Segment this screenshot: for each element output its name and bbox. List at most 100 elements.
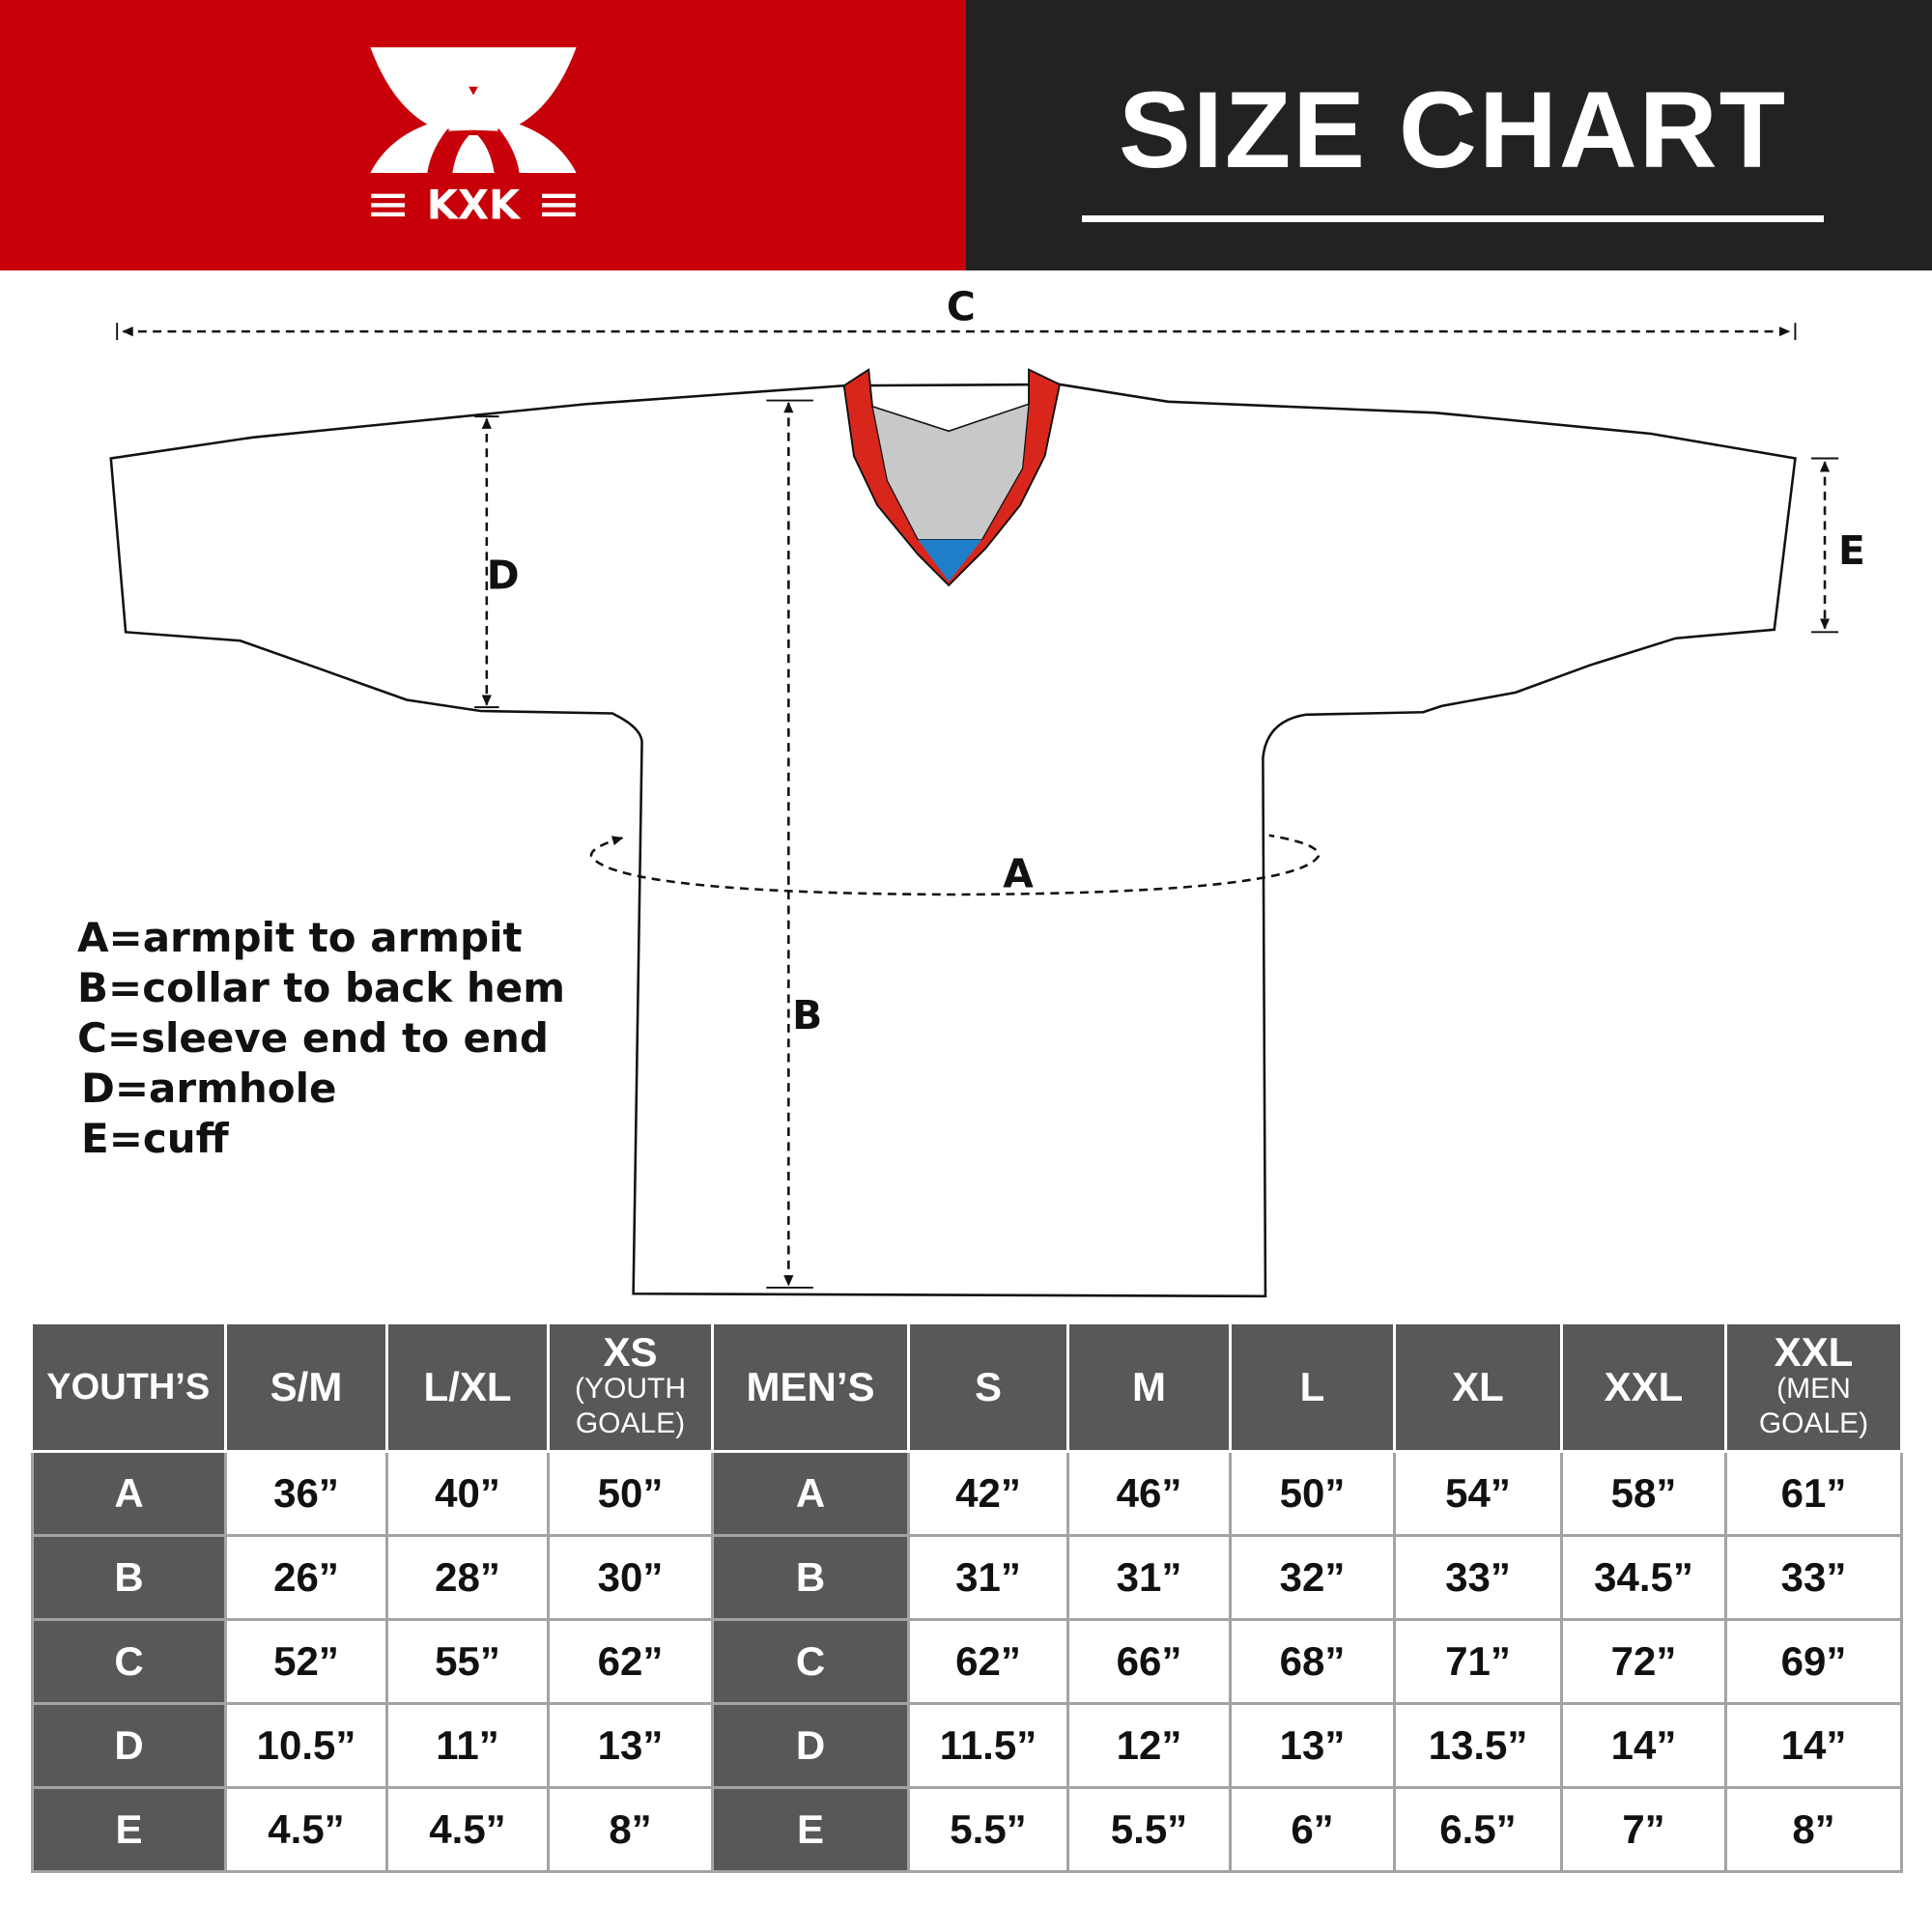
column-header: S xyxy=(908,1324,1069,1453)
size-value-cell: 31” xyxy=(907,1534,1069,1621)
size-value-cell: 4.5” xyxy=(385,1786,550,1873)
column-header: L/XL xyxy=(386,1324,550,1453)
size-value-cell: 11” xyxy=(385,1702,550,1789)
size-value-cell: 26” xyxy=(224,1534,388,1621)
column-header-sublabel: (YOUTH GOALE) xyxy=(575,1373,686,1439)
row-label-cell: E xyxy=(31,1786,227,1873)
row-label-cell: D xyxy=(31,1702,227,1789)
row-label-cell: D xyxy=(711,1702,910,1789)
size-value-cell: 28” xyxy=(385,1534,550,1621)
size-value-cell: 46” xyxy=(1066,1450,1232,1537)
label-c: C xyxy=(947,284,976,330)
size-value-cell: 58” xyxy=(1560,1450,1727,1537)
legend-item: E=cuff xyxy=(81,1115,229,1162)
column-header-label: MEN’S xyxy=(746,1364,875,1409)
row-label-cell: A xyxy=(711,1450,910,1537)
legend-item: C=sleeve end to end xyxy=(77,1014,549,1062)
collar-inner xyxy=(871,403,1030,541)
column-header-label: XL xyxy=(1452,1364,1504,1409)
column-header-label: XXL xyxy=(1774,1329,1854,1375)
column-header: XXL xyxy=(1561,1324,1727,1453)
size-value-cell: 69” xyxy=(1724,1618,1903,1705)
jersey-outline xyxy=(109,383,1797,1298)
size-value-cell: 32” xyxy=(1229,1534,1396,1621)
size-value-cell: 7” xyxy=(1560,1786,1727,1873)
size-value-cell: 14” xyxy=(1724,1702,1903,1789)
size-value-cell: 61” xyxy=(1724,1450,1903,1537)
label-d: D xyxy=(487,553,520,599)
size-value-cell: 11.5” xyxy=(907,1702,1069,1789)
size-value-cell: 68” xyxy=(1229,1618,1396,1705)
size-value-cell: 54” xyxy=(1393,1450,1563,1537)
size-value-cell: 52” xyxy=(224,1618,388,1705)
size-value-cell: 34.5” xyxy=(1560,1534,1727,1621)
row-label-cell: C xyxy=(31,1618,227,1705)
size-value-cell: 13.5” xyxy=(1393,1702,1563,1789)
row-label-cell: A xyxy=(31,1450,227,1537)
header-brand-panel xyxy=(0,0,966,270)
size-value-cell: 66” xyxy=(1066,1618,1232,1705)
size-value-cell: 36” xyxy=(224,1450,388,1537)
measurement-legend: A=armpit to armpit B=collar to back hem … xyxy=(77,913,565,1164)
logo-wordmark: KXK xyxy=(427,182,522,229)
collar-insert xyxy=(918,539,982,582)
size-value-cell: 8” xyxy=(1724,1786,1903,1873)
table-row: C 52” 55” 62” C 62” 66” 68” 71” 72” 69” xyxy=(31,1618,1903,1705)
size-value-cell: 6.5” xyxy=(1393,1786,1563,1873)
size-value-cell: 4.5” xyxy=(224,1786,388,1873)
label-a: A xyxy=(1003,850,1034,896)
size-value-cell: 33” xyxy=(1724,1534,1903,1621)
size-value-cell: 5.5” xyxy=(907,1786,1069,1873)
size-value-cell: 33” xyxy=(1393,1534,1563,1621)
label-e: E xyxy=(1838,527,1865,574)
column-header-label: S/M xyxy=(270,1364,343,1409)
column-header-label: YOUTH’S xyxy=(46,1367,211,1407)
size-value-cell: 13” xyxy=(547,1702,714,1789)
column-header: XXL (MEN GOALE) xyxy=(1725,1324,1903,1453)
size-value-cell: 13” xyxy=(1229,1702,1396,1789)
column-header-label: XXL xyxy=(1604,1364,1684,1409)
size-table: YOUTH’S S/M L/XL XS (YOUTH GOALE) MEN’S S M L XL X… xyxy=(31,1324,1903,1873)
legend-item: D=armhole xyxy=(81,1065,337,1112)
column-header: M xyxy=(1067,1324,1232,1453)
kxk-logo: KXK xyxy=(370,47,577,229)
size-value-cell: 12” xyxy=(1066,1702,1232,1789)
size-value-cell: 30” xyxy=(547,1534,714,1621)
size-value-cell: 62” xyxy=(547,1618,714,1705)
table-row: A 36” 40” 50” A 42” 46” 50” 54” 58” 61” xyxy=(31,1450,1903,1537)
column-header-label: S xyxy=(974,1364,1002,1409)
size-value-cell: 42” xyxy=(907,1450,1069,1537)
size-value-cell: 55” xyxy=(385,1618,550,1705)
legend-item: B=collar to back hem xyxy=(77,964,565,1011)
size-value-cell: 50” xyxy=(1229,1450,1396,1537)
page-title: SIZE CHART xyxy=(1119,70,1787,190)
title-underline xyxy=(1082,215,1824,222)
legend-item: A=armpit to armpit xyxy=(77,914,523,961)
size-value-cell: 62” xyxy=(907,1618,1069,1705)
row-label-cell: E xyxy=(711,1786,910,1873)
size-value-cell: 71” xyxy=(1393,1618,1563,1705)
column-header: XS (YOUTH GOALE) xyxy=(548,1324,714,1453)
row-label-cell: C xyxy=(711,1618,910,1705)
table-header-row: YOUTH’S S/M L/XL XS (YOUTH GOALE) MEN’S S M L XL X… xyxy=(32,1324,1903,1453)
column-header: L xyxy=(1230,1324,1396,1453)
dimension-a-loop xyxy=(589,834,1321,896)
column-header: XL xyxy=(1394,1324,1563,1453)
table-row: E 4.5” 4.5” 8” E 5.5” 5.5” 6” 6.5” 7” 8” xyxy=(31,1786,1903,1873)
size-value-cell: 14” xyxy=(1560,1702,1727,1789)
column-header: YOUTH’S xyxy=(32,1324,227,1453)
size-value-cell: 72” xyxy=(1560,1618,1727,1705)
column-header-label: M xyxy=(1132,1364,1166,1409)
header-title-panel xyxy=(966,0,1932,270)
row-label-cell: B xyxy=(711,1534,910,1621)
column-header-label: XS xyxy=(603,1329,658,1375)
size-value-cell: 6” xyxy=(1229,1786,1396,1873)
column-header: MEN’S xyxy=(712,1324,910,1453)
size-value-cell: 31” xyxy=(1066,1534,1232,1621)
column-header-sublabel: (MEN GOALE) xyxy=(1758,1373,1869,1439)
size-value-cell: 40” xyxy=(385,1450,550,1537)
table-row: D 10.5” 11” 13” D 11.5” 12” 13” 13.5” 14” 14” xyxy=(31,1702,1903,1789)
size-value-cell: 8” xyxy=(547,1786,714,1873)
size-value-cell: 10.5” xyxy=(224,1702,388,1789)
